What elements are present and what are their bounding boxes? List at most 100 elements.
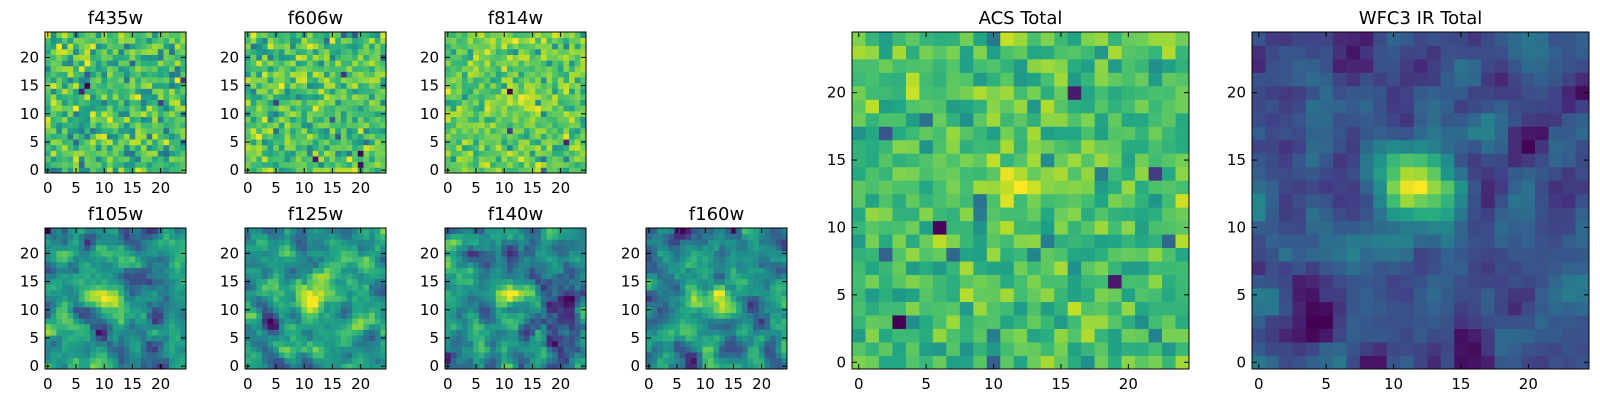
heatmap-cell — [490, 340, 497, 347]
heatmap-cell — [273, 105, 280, 112]
heatmap-cell — [986, 288, 1001, 302]
heatmap-cell — [267, 37, 274, 44]
heatmap-cell — [267, 323, 274, 330]
heatmap-cell — [163, 256, 170, 263]
heatmap-cell — [865, 301, 880, 316]
heatmap-cell — [1148, 261, 1163, 276]
heatmap-cell — [546, 156, 553, 163]
heatmap-cell — [301, 110, 308, 117]
heatmap-cell — [56, 267, 63, 274]
heatmap-cell — [363, 273, 370, 280]
heatmap-cell — [318, 167, 325, 174]
heatmap-cell — [95, 357, 102, 364]
heatmap-cell — [758, 261, 765, 268]
heatmap-cell — [267, 346, 274, 353]
heatmap-cell — [107, 244, 114, 251]
heatmap-cell — [770, 278, 777, 285]
heatmap-cell — [261, 133, 268, 140]
heatmap-cell — [157, 273, 164, 280]
heatmap-cell — [535, 99, 542, 106]
heatmap-cell — [501, 88, 508, 95]
heatmap-cell — [307, 295, 314, 302]
heatmap-cell — [770, 306, 777, 313]
heatmap-cell — [357, 273, 364, 280]
heatmap-cell — [245, 65, 252, 72]
heatmap-cell — [540, 88, 547, 95]
heatmap-cell — [84, 357, 91, 364]
heatmap-cell — [445, 144, 452, 151]
heatmap-cell — [278, 346, 285, 353]
heatmap-cell — [467, 139, 474, 146]
heatmap-cell — [180, 352, 187, 359]
heatmap-cell — [135, 256, 142, 263]
heatmap-cell — [512, 363, 519, 370]
heatmap-cell — [507, 32, 514, 39]
heatmap-cell — [123, 71, 130, 78]
heatmap-cell — [646, 273, 653, 280]
heatmap-cell — [529, 267, 536, 274]
heatmap-cell — [180, 43, 187, 50]
heatmap-cell — [905, 274, 920, 289]
heatmap-cell — [307, 94, 314, 101]
heatmap-cell — [340, 312, 347, 319]
heatmap-cell — [478, 82, 485, 89]
heatmap-cell — [318, 99, 325, 106]
heatmap-cell — [736, 312, 743, 319]
heatmap-cell — [512, 94, 519, 101]
heatmap-cell — [878, 247, 893, 262]
heatmap-cell — [90, 144, 97, 151]
heatmap-cell — [301, 318, 308, 325]
heatmap-cell — [152, 127, 159, 134]
heatmap-cell — [540, 239, 547, 246]
heatmap-cell — [129, 127, 136, 134]
heatmap-cell — [73, 273, 80, 280]
heatmap-cell — [374, 244, 381, 251]
heatmap-cell — [301, 71, 308, 78]
heatmap-cell — [180, 150, 187, 157]
heatmap-cell — [546, 110, 553, 117]
heatmap-cell — [546, 261, 553, 268]
heatmap-cell — [574, 340, 581, 347]
heatmap-cell — [1054, 355, 1069, 370]
heatmap-cell — [90, 329, 97, 336]
heatmap-cell — [702, 306, 709, 313]
heatmap-cell — [781, 312, 788, 319]
heatmap-cell — [892, 328, 907, 343]
heatmap-cell — [312, 82, 319, 89]
heatmap-cell — [473, 273, 480, 280]
heatmap-cell — [129, 295, 136, 302]
heatmap-cell — [50, 77, 57, 84]
heatmap-cell — [490, 335, 497, 342]
heatmap-cell — [140, 167, 147, 174]
heatmap-cell — [245, 233, 252, 240]
heatmap-cell — [267, 228, 274, 235]
heatmap-cell — [312, 139, 319, 146]
x-tick-label: 15 — [523, 375, 542, 393]
heatmap-cell — [250, 161, 257, 168]
heatmap-cell — [959, 274, 974, 289]
heatmap-cell — [295, 122, 302, 129]
heatmap-cell — [340, 94, 347, 101]
heatmap-cell — [90, 312, 97, 319]
heatmap-cell — [346, 228, 353, 235]
heatmap-cell — [352, 261, 359, 268]
heatmap-cell — [741, 278, 748, 285]
heatmap-cell — [374, 77, 381, 84]
heatmap-cell — [180, 346, 187, 353]
heatmap-cell — [267, 156, 274, 163]
heatmap-cell — [569, 239, 576, 246]
heatmap-cell — [284, 352, 291, 359]
heatmap-cell — [450, 346, 457, 353]
heatmap-cell — [512, 306, 519, 313]
heatmap-cell — [352, 352, 359, 359]
heatmap-cell — [523, 239, 530, 246]
heatmap-cell — [529, 65, 536, 72]
heatmap-cell — [169, 133, 176, 140]
heatmap-cell — [1000, 234, 1015, 249]
heatmap-cell — [307, 133, 314, 140]
heatmap-cell — [169, 346, 176, 353]
heatmap-cell — [741, 323, 748, 330]
heatmap-cell — [107, 105, 114, 112]
heatmap-cell — [352, 150, 359, 157]
heatmap-cell — [495, 318, 502, 325]
